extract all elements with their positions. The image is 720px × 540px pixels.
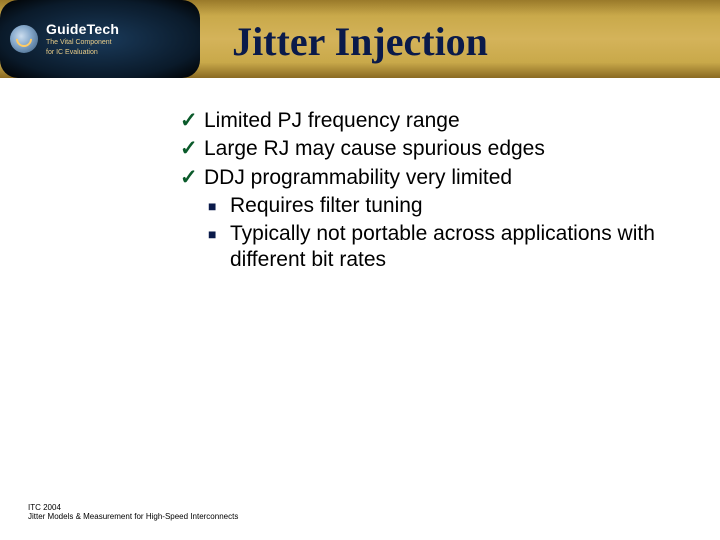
- bullet-item: ✓ Limited PJ frequency range: [180, 108, 680, 134]
- sub-bullet-item: ■ Requires filter tuning: [208, 193, 680, 219]
- bullet-item: ✓ Large RJ may cause spurious edges: [180, 136, 680, 162]
- bullet-text: Large RJ may cause spurious edges: [204, 136, 545, 162]
- logo-region: GuideTech The Vital Component for IC Eva…: [0, 0, 200, 78]
- bullet-item: ✓ DDJ programmability very limited: [180, 165, 680, 191]
- logo-text: GuideTech The Vital Component for IC Eva…: [46, 21, 119, 56]
- square-icon: ■: [208, 193, 230, 219]
- tagline-line-1: The Vital Component: [46, 39, 119, 47]
- body-content: ✓ Limited PJ frequency range ✓ Large RJ …: [180, 108, 680, 276]
- footer-line-2: Jitter Models & Measurement for High-Spe…: [28, 512, 238, 522]
- slide: GuideTech The Vital Component for IC Eva…: [0, 0, 720, 540]
- header-bar: GuideTech The Vital Component for IC Eva…: [0, 0, 720, 78]
- globe-icon: [10, 25, 38, 53]
- square-icon: ■: [208, 221, 230, 274]
- bullet-text: Limited PJ frequency range: [204, 108, 460, 134]
- check-icon: ✓: [180, 108, 204, 134]
- tagline-line-2: for IC Evaluation: [46, 49, 119, 57]
- bullet-text: DDJ programmability very limited: [204, 165, 512, 191]
- brand-name: GuideTech: [46, 21, 119, 37]
- check-icon: ✓: [180, 165, 204, 191]
- check-icon: ✓: [180, 136, 204, 162]
- sub-bullet-list: ■ Requires filter tuning ■ Typically not…: [208, 193, 680, 274]
- footer: ITC 2004 Jitter Models & Measurement for…: [28, 503, 238, 522]
- sub-bullet-text: Requires filter tuning: [230, 193, 423, 219]
- sub-bullet-text: Typically not portable across applicatio…: [230, 221, 680, 274]
- sub-bullet-item: ■ Typically not portable across applicat…: [208, 221, 680, 274]
- footer-line-1: ITC 2004: [28, 503, 238, 513]
